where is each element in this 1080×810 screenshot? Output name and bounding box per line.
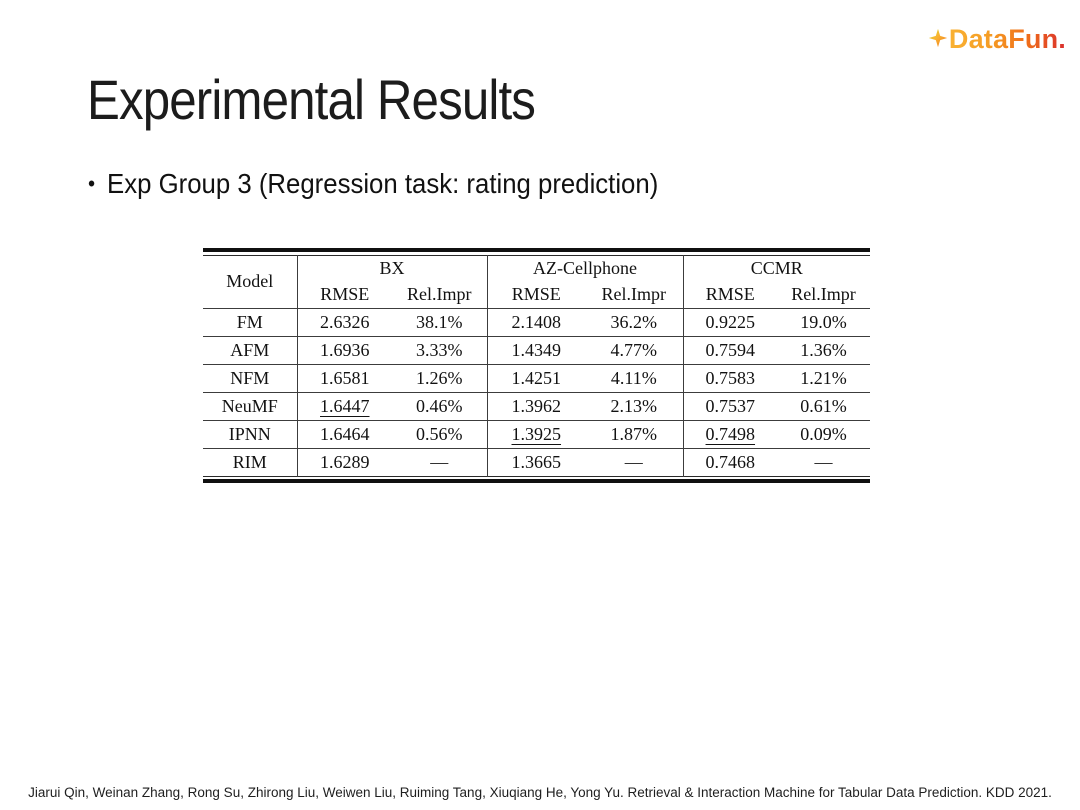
table-cell: 1.26% (392, 363, 488, 392)
bullet-item: • Exp Group 3 (Regression task: rating p… (88, 168, 658, 200)
table-cell: 1.21% (777, 363, 871, 392)
table-cell: 2.13% (585, 391, 684, 420)
table-row-rim: RIM 1.6289 — 1.3665 — 0.7468 — (203, 447, 871, 476)
subheader-bx-rmse: RMSE (320, 283, 370, 304)
citation-footer: Jiarui Qin, Weinan Zhang, Rong Su, Zhiro… (28, 785, 1052, 800)
table-cell: 0.46% (392, 391, 488, 420)
table-cell-bold: 1.6289 (297, 447, 392, 476)
model-name: AFM (203, 335, 298, 364)
table-cell: 4.77% (585, 335, 684, 364)
table-header-group-row: Model BX AZ-Cellphone CCMR (203, 255, 870, 308)
subheader-ccmr-relimpr: Rel.Impr (791, 283, 856, 304)
model-name: RIM (203, 447, 298, 476)
col-group-bx: BX (297, 255, 488, 281)
table-cell: 1.6464 (297, 419, 392, 448)
table-row-afm: AFM 1.6936 3.33% 1.4349 4.77% 0.7594 1.3… (203, 335, 871, 364)
table-cell: 1.6581 (297, 363, 392, 392)
table-cell: — (777, 447, 871, 476)
table-cell: 1.36% (777, 335, 871, 364)
col-header-model: Model (203, 255, 298, 308)
table-cell: 0.56% (392, 419, 488, 448)
table-cell: 3.33% (392, 335, 488, 364)
table-cell: 0.9225 (683, 307, 778, 336)
table-cell: 2.1408 (487, 307, 586, 336)
subheader-ccmr-rmse: RMSE (705, 283, 755, 304)
table-cell: 0.09% (777, 419, 871, 448)
table-cell: 36.2% (585, 307, 684, 336)
model-name: FM (203, 307, 298, 336)
table-cell: 0.7594 (683, 335, 778, 364)
results-table: Model BX AZ-Cellphone CCMR RMSE Rel.Impr… (203, 254, 871, 477)
bullet-text: Exp Group 3 (Regression task: rating pre… (107, 168, 659, 199)
results-table-wrap: Model BX AZ-Cellphone CCMR RMSE Rel.Impr… (203, 248, 871, 483)
col-group-ccmr: CCMR (750, 257, 803, 278)
table-cell: — (585, 447, 684, 476)
model-name: NFM (203, 363, 298, 392)
table-cell-bold: 1.3665 (487, 447, 586, 476)
table-row-neumf: NeuMF 1.6447 0.46% 1.3962 2.13% 0.7537 0… (203, 391, 871, 420)
sparkle-icon (928, 28, 948, 53)
table-cell: — (392, 447, 488, 476)
col-group-az-cellphone: AZ-Cellphone (487, 255, 684, 281)
table-cell: 2.6326 (297, 307, 392, 336)
table-cell: 0.61% (777, 391, 871, 420)
page-title: Experimental Results (87, 68, 536, 131)
model-name: NeuMF (203, 391, 298, 420)
table-cell: 38.1% (392, 307, 488, 336)
table-cell: 0.7583 (683, 363, 778, 392)
table-cell: 1.4349 (487, 335, 586, 364)
subheader-az-rmse: RMSE (511, 283, 561, 304)
table-cell-underlined: 0.7498 (683, 419, 778, 448)
table-cell: 1.3962 (487, 391, 586, 420)
bullet-icon: • (88, 171, 96, 196)
table-header-sub-row: RMSE Rel.Impr RMSE Rel.Impr RMSE Rel.Imp… (203, 281, 870, 308)
logo-wordmark: DataFun. (948, 24, 1066, 54)
table-row-nfm: NFM 1.6581 1.26% 1.4251 4.11% 0.7583 1.2… (203, 363, 871, 392)
table-cell: 1.4251 (487, 363, 586, 392)
table-cell: 4.11% (585, 363, 684, 392)
table-cell-underlined: 1.3925 (487, 419, 586, 448)
subheader-bx-relimpr: Rel.Impr (392, 281, 488, 308)
table-cell-underlined: 1.6447 (297, 391, 392, 420)
table-row-ipnn: IPNN 1.6464 0.56% 1.3925 1.87% 0.7498 0.… (203, 419, 871, 448)
table-cell: 1.6936 (297, 335, 392, 364)
table-cell: 19.0% (777, 307, 871, 336)
table-row-fm: FM 2.6326 38.1% 2.1408 36.2% 0.9225 19.0… (203, 307, 871, 336)
datafun-logo: DataFun. (928, 24, 1066, 55)
table-cell: 0.7537 (683, 391, 778, 420)
subheader-az-relimpr: Rel.Impr (585, 281, 684, 308)
model-name: IPNN (203, 419, 298, 448)
table-cell: 1.87% (585, 419, 684, 448)
table-cell-bold: 0.7468 (683, 447, 778, 476)
